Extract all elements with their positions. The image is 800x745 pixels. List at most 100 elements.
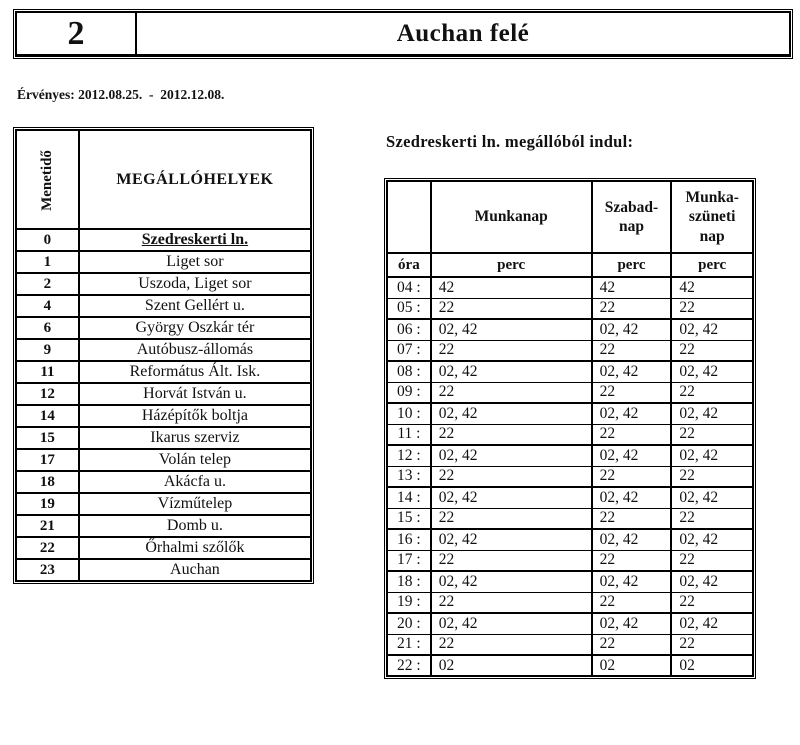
stop-name: Akácfa u. [77, 470, 313, 494]
departures-title: Szedreskerti ln. megállóból indul: [386, 132, 634, 151]
departure-holiday-minutes: 22 [670, 507, 754, 530]
departures-body: 04 :42 42 42 05 :22 22 22 06 :02, 42 02, 42 02, … [386, 276, 754, 677]
departure-hour: 18 : [386, 570, 432, 593]
departure-workday-minutes: 02 [429, 654, 593, 677]
departure-saturday-minutes: 22 [590, 381, 673, 404]
departure-row: 07 :22 22 22 [386, 339, 754, 362]
departure-row: 22 :02 02 02 [386, 654, 754, 677]
departure-saturday-minutes: 02, 42 [590, 528, 673, 551]
saturday-header: Szabad- nap [590, 180, 673, 254]
departure-hour: 13 : [386, 465, 432, 488]
departure-holiday-minutes: 42 [670, 276, 754, 299]
stop-travel-time: 11 [15, 360, 80, 384]
stop-travel-time: 19 [15, 492, 80, 516]
departure-row: 16 :02, 42 02, 42 02, 42 [386, 528, 754, 551]
departure-holiday-minutes: 22 [670, 549, 754, 572]
departure-row: 08 :02, 42 02, 42 02, 42 [386, 360, 754, 383]
stop-travel-time: 14 [15, 404, 80, 428]
departure-hour: 06 : [386, 318, 432, 341]
stop-travel-time: 1 [15, 250, 80, 274]
stop-name: Volán telep [77, 448, 313, 472]
departure-hour: 10 : [386, 402, 432, 425]
stop-name: Autóbusz-állomás [77, 338, 313, 362]
departure-holiday-minutes: 22 [670, 381, 754, 404]
departure-workday-minutes: 02, 42 [429, 528, 593, 551]
departure-workday-minutes: 02, 42 [429, 612, 593, 635]
departure-holiday-minutes: 02, 42 [670, 528, 754, 551]
departure-holiday-minutes: 02, 42 [670, 318, 754, 341]
departure-workday-minutes: 02, 42 [429, 444, 593, 467]
departure-workday-minutes: 42 [429, 276, 593, 299]
departure-workday-minutes: 22 [429, 549, 593, 572]
departure-holiday-minutes: 02, 42 [670, 486, 754, 509]
stops-row: 22 Őrhalmi szőlők [15, 536, 313, 560]
travel-time-header: Menetidő [38, 149, 55, 211]
departure-saturday-minutes: 22 [590, 297, 673, 320]
departure-row: 19 :22 22 22 [386, 591, 754, 614]
stops-table-frame: Menetidő MEGÁLLÓHELYEK 0 Szedreskerti ln.… [13, 127, 314, 584]
stop-name: Házépítők boltja [77, 404, 313, 428]
departure-workday-minutes: 02, 42 [429, 570, 593, 593]
route-direction: Auchan felé [396, 19, 530, 47]
stops-row: 1 Liget sor [15, 250, 313, 274]
stops-row: 6 György Oszkár tér [15, 316, 313, 340]
departures-table-frame: Munkanap Szabad- nap Munka- szüneti nap … [384, 178, 756, 679]
stop-name: Liget sor [77, 250, 313, 274]
stops-row: 17 Volán telep [15, 448, 313, 472]
stops-row: 15 Ikarus szerviz [15, 426, 313, 450]
stops-row: 19 Vízműtelep [15, 492, 313, 516]
travel-time-header-cell: Menetidő [15, 129, 80, 230]
departure-saturday-minutes: 02, 42 [590, 402, 673, 425]
departure-saturday-minutes: 22 [590, 549, 673, 572]
departure-saturday-minutes: 22 [590, 633, 673, 656]
departure-saturday-minutes: 02, 42 [590, 486, 673, 509]
departure-workday-minutes: 22 [429, 507, 593, 530]
departure-holiday-minutes: 02, 42 [670, 612, 754, 635]
departure-hour: 19 : [386, 591, 432, 614]
stops-row: 21 Domb u. [15, 514, 313, 538]
departure-row: 06 :02, 42 02, 42 02, 42 [386, 318, 754, 341]
departure-saturday-minutes: 02 [590, 654, 673, 677]
departure-saturday-minutes: 22 [590, 591, 673, 614]
departures-table: Munkanap Szabad- nap Munka- szüneti nap … [386, 180, 754, 677]
departure-workday-minutes: 22 [429, 465, 593, 488]
departure-saturday-minutes: 22 [590, 507, 673, 530]
stop-name: Vízműtelep [77, 492, 313, 516]
departure-row: 15 :22 22 22 [386, 507, 754, 530]
stops-row: 4 Szent Gellért u. [15, 294, 313, 318]
stop-name: Domb u. [77, 514, 313, 538]
departure-holiday-minutes: 02, 42 [670, 570, 754, 593]
stop-travel-time: 18 [15, 470, 80, 494]
departure-holiday-minutes: 02 [670, 654, 754, 677]
stops-header: MEGÁLLÓHELYEK [77, 129, 313, 230]
stops-header-row: Menetidő MEGÁLLÓHELYEK [15, 129, 313, 230]
stop-name: Horvát István u. [77, 382, 313, 406]
departure-row: 05 :22 22 22 [386, 297, 754, 320]
stops-row: 14 Házépítők boltja [15, 404, 313, 428]
departure-hour: 22 : [386, 654, 432, 677]
stops-row: 12 Horvát István u. [15, 382, 313, 406]
stop-travel-time: 21 [15, 514, 80, 538]
departure-saturday-minutes: 22 [590, 423, 673, 446]
departure-saturday-minutes: 02, 42 [590, 612, 673, 635]
stops-row: 18 Akácfa u. [15, 470, 313, 494]
stop-travel-time: 4 [15, 294, 80, 318]
departure-holiday-minutes: 22 [670, 633, 754, 656]
departure-hour: 17 : [386, 549, 432, 572]
route-banner-inner: 2 Auchan felé [15, 11, 791, 57]
route-banner: 2 Auchan felé [13, 9, 793, 59]
departure-row: 11 :22 22 22 [386, 423, 754, 446]
stops-row: 9 Autóbusz-állomás [15, 338, 313, 362]
departure-hour: 20 : [386, 612, 432, 635]
hour-unit-header: óra [386, 252, 432, 278]
holiday-header: Munka- szüneti nap [670, 180, 754, 254]
stop-travel-time: 6 [15, 316, 80, 340]
departure-hour: 09 : [386, 381, 432, 404]
stops-body: 0 Szedreskerti ln. 1 Liget sor 2 Uszoda, Lige… [15, 228, 313, 582]
workday-minute-header: perc [429, 252, 593, 278]
departure-holiday-minutes: 02, 42 [670, 402, 754, 425]
departure-row: 18 :02, 42 02, 42 02, 42 [386, 570, 754, 593]
departure-row: 10 :02, 42 02, 42 02, 42 [386, 402, 754, 425]
departure-saturday-minutes: 02, 42 [590, 444, 673, 467]
